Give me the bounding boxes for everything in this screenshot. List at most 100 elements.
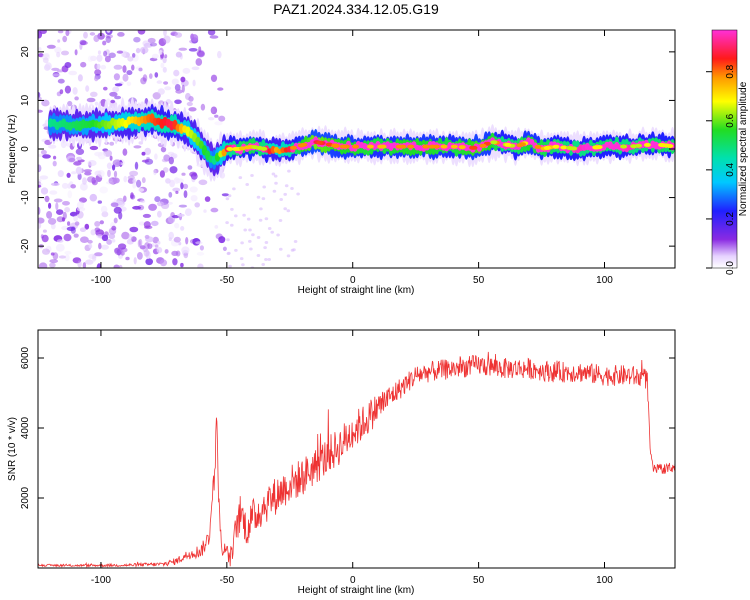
noise-speckle <box>173 177 180 184</box>
colorbar: 0.0 0.2 0.4 0.6 0.8 Normalized spectral ampl… <box>706 29 749 275</box>
noise-speckle <box>139 245 146 250</box>
x-tick-label: 50 <box>473 275 485 286</box>
ridge-peak <box>519 142 526 147</box>
noise-speckle <box>48 202 52 209</box>
noise-speckle <box>175 89 183 94</box>
noise-speckle <box>156 80 163 84</box>
ridge-peak <box>534 144 542 149</box>
noise-speckle <box>214 225 219 229</box>
noise-speckle <box>74 49 78 56</box>
noise-speckle <box>143 221 151 229</box>
snr-frame <box>37 329 676 569</box>
noise-speckle <box>211 108 215 113</box>
noise-speckle <box>62 201 70 206</box>
y-tick-label: 6000 <box>20 346 31 369</box>
noise-speckle <box>188 107 197 112</box>
noise-speckle <box>101 211 109 218</box>
noise-speckle <box>42 154 51 159</box>
noise-speckle <box>108 52 116 59</box>
noise-speckle <box>106 239 112 245</box>
noise-speckle <box>56 209 64 216</box>
noise-speckle <box>66 87 70 93</box>
noise-speckle <box>52 71 60 78</box>
noise-speckle <box>225 197 230 201</box>
noise-speckle <box>130 192 134 199</box>
noise-speckle <box>175 250 181 257</box>
noise-speckle <box>152 236 159 244</box>
noise-speckle <box>162 66 167 73</box>
noise-speckle <box>157 210 162 218</box>
noise-speckle <box>53 155 57 160</box>
noise-speckle <box>61 182 69 189</box>
noise-speckle <box>161 202 170 209</box>
noise-speckle <box>80 182 88 191</box>
noise-speckle <box>62 35 68 43</box>
noise-speckle <box>163 35 171 44</box>
noise-speckle <box>97 200 103 204</box>
noise-speckle <box>154 72 159 78</box>
ridge-peak <box>395 144 403 149</box>
noise-speckle <box>200 103 206 111</box>
noise-speckle <box>96 54 103 62</box>
noise-speckle <box>76 156 82 161</box>
noise-speckle <box>168 191 173 198</box>
noise-speckle <box>44 195 50 203</box>
noise-speckle <box>41 99 50 107</box>
noise-speckle <box>196 251 205 256</box>
noise-speckle <box>108 233 116 240</box>
noise-speckle <box>261 197 266 201</box>
noise-speckle <box>67 221 71 226</box>
noise-speckle <box>112 164 116 171</box>
noise-speckle <box>130 194 136 200</box>
colorbar-frame <box>711 29 738 269</box>
noise-speckle <box>94 76 99 82</box>
noise-speckle <box>137 188 145 192</box>
snr-xlabel: Height of straight line (km) <box>298 585 415 596</box>
noise-speckle <box>138 238 143 247</box>
noise-speckle <box>279 247 283 251</box>
noise-speckle <box>125 256 130 261</box>
colorbar-label: Normalized spectral amplitude <box>738 81 749 216</box>
noise-speckle <box>210 207 219 213</box>
noise-speckle <box>189 186 198 193</box>
ridge-peak <box>450 144 458 149</box>
noise-speckle <box>42 57 49 64</box>
noise-speckle <box>267 258 272 261</box>
noise-speckle <box>230 207 234 211</box>
noise-speckle <box>57 78 65 84</box>
noise-speckle <box>77 172 82 181</box>
noise-speckle <box>64 254 70 262</box>
noise-speckle <box>87 176 96 183</box>
noise-speckle <box>114 200 124 207</box>
noise-speckle <box>185 237 189 245</box>
noise-speckle <box>114 161 123 166</box>
noise-speckle <box>228 264 232 268</box>
noise-speckle <box>169 179 176 188</box>
noise-speckle <box>90 55 97 61</box>
noise-speckle <box>177 213 185 217</box>
ridge-peak <box>331 143 339 148</box>
noise-speckle <box>96 263 102 268</box>
noise-speckle <box>76 207 86 212</box>
noise-speckle <box>65 30 70 37</box>
noise-speckle <box>242 213 246 217</box>
noise-speckle <box>272 189 277 193</box>
noise-speckle <box>121 53 127 57</box>
noise-speckle <box>234 248 238 252</box>
noise-speckle <box>274 181 278 185</box>
noise-speckle <box>178 204 187 208</box>
noise-speckle <box>107 169 111 178</box>
noise-speckle <box>75 148 85 155</box>
noise-speckle <box>174 99 182 105</box>
noise-speckle <box>54 46 62 54</box>
noise-speckle <box>109 91 118 97</box>
noise-speckle <box>101 234 109 242</box>
ridge-peak <box>567 146 575 151</box>
ridge-peak <box>316 140 324 145</box>
noise-speckle <box>46 44 56 49</box>
noise-speckle <box>230 223 234 227</box>
noise-speckle <box>57 30 64 34</box>
noise-speckle <box>113 73 120 81</box>
noise-speckle <box>113 264 120 268</box>
